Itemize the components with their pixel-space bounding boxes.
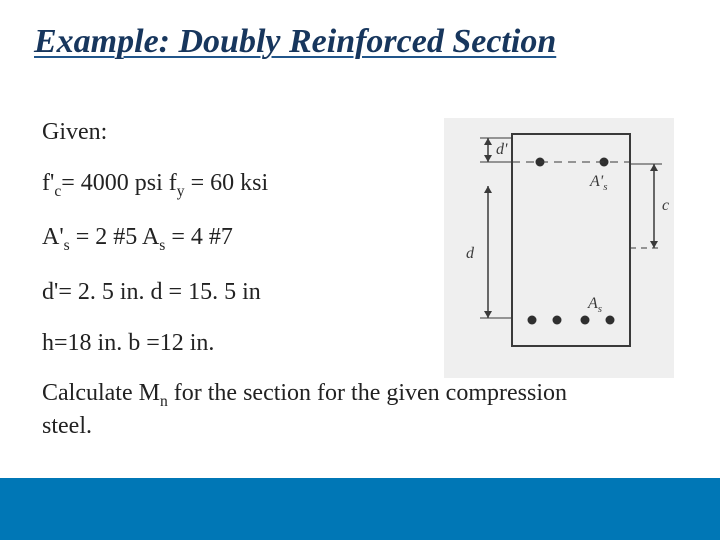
footer-bar xyxy=(0,478,720,540)
svg-text:d': d' xyxy=(496,141,508,158)
txt: = 4 #7 xyxy=(165,224,233,250)
sub-y: y xyxy=(177,183,185,200)
svg-text:d: d xyxy=(466,245,475,262)
line-question: Calculate Mn for the section for the giv… xyxy=(42,379,602,440)
txt: f' xyxy=(42,170,54,196)
txt: = 60 ksi xyxy=(185,170,269,196)
given-label: Given: xyxy=(42,118,412,147)
sub-n: n xyxy=(160,393,168,410)
txt: A' xyxy=(42,224,64,250)
content-block: Given: f'c= 4000 psi fy = 60 ksi A's = 2… xyxy=(42,118,412,441)
svg-text:c: c xyxy=(662,197,669,214)
line-areas: A's = 2 #5 As = 4 #7 xyxy=(42,223,412,256)
txt: = 2 #5 A xyxy=(70,224,160,250)
slide-title: Example: Doubly Reinforced Section xyxy=(34,22,686,61)
txt: Calculate M xyxy=(42,380,160,406)
line-depths: d'= 2. 5 in. d = 15. 5 in xyxy=(42,278,412,307)
section-diagram: d'dcA'sAs xyxy=(444,118,674,378)
line-materials: f'c= 4000 psi fy = 60 ksi xyxy=(42,169,412,202)
txt: = 4000 psi f xyxy=(61,170,177,196)
line-dims: h=18 in. b =12 in. xyxy=(42,329,412,358)
